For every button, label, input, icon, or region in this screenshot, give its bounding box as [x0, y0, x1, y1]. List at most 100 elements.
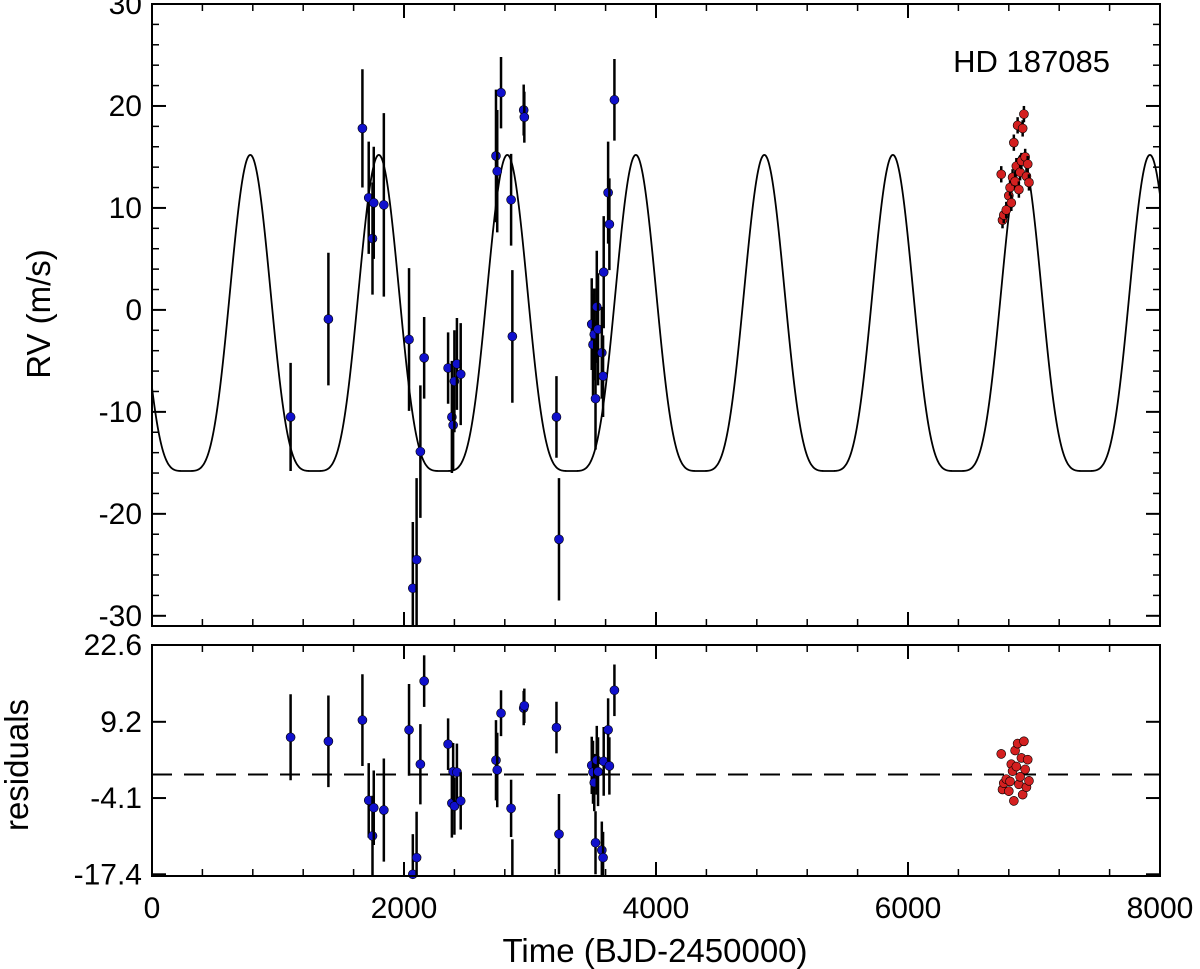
residuals-panel: 0 2000 4000 6000 8000 22.6 9.2 -4.1 -17.4 — [74, 629, 1194, 925]
data-point — [379, 805, 389, 815]
top-y-tick-label: -20 — [99, 498, 142, 531]
data-point — [604, 219, 615, 230]
data-point — [367, 831, 378, 841]
top-y-tick-label: 30 — [109, 0, 142, 21]
bottom-y-tick-label: 9.2 — [100, 706, 142, 739]
data-point — [419, 353, 429, 363]
data-point — [603, 187, 613, 198]
data-point — [491, 151, 501, 161]
data-point — [448, 420, 458, 430]
data-series-2 — [285, 655, 620, 880]
data-point — [506, 194, 516, 205]
data-point — [443, 739, 453, 749]
data-point — [496, 87, 506, 98]
x-tick-label: 8000 — [1127, 892, 1194, 925]
data-point — [551, 722, 562, 733]
data-point — [1017, 123, 1028, 134]
top-y-tick-label: -10 — [99, 396, 142, 429]
x-axis-title: Time (BJD-2450000) — [502, 932, 807, 969]
data-point — [1006, 198, 1017, 208]
data-point — [492, 765, 503, 775]
data-point — [1015, 772, 1025, 782]
data-point — [507, 331, 518, 342]
data-point — [597, 347, 607, 358]
data-point — [404, 725, 414, 735]
data-point — [455, 369, 466, 379]
data-point — [1022, 159, 1033, 169]
data-point — [411, 852, 422, 863]
data-point — [996, 749, 1007, 759]
top-y-tick-label: 10 — [109, 192, 142, 225]
rv-panel: 30 20 10 0 -10 -20 -30 — [99, 0, 1161, 633]
data-series-3 — [996, 736, 1034, 806]
bottom-y-tick-label: 22.6 — [84, 629, 142, 662]
data-point — [449, 801, 460, 811]
data-point — [603, 725, 613, 735]
star-name-label: HD 187085 — [953, 44, 1110, 79]
data-point — [368, 198, 379, 208]
data-point — [1009, 137, 1019, 148]
data-point — [590, 393, 601, 404]
data-point — [415, 446, 426, 457]
top-y-axis-title: RV (m/s) — [20, 249, 57, 379]
data-point — [604, 761, 615, 771]
data-point — [357, 123, 368, 134]
data-point — [1003, 786, 1014, 796]
data-point — [554, 829, 564, 839]
x-tick-label: 6000 — [875, 892, 942, 925]
data-point — [455, 796, 466, 806]
data-point — [554, 534, 564, 545]
data-point — [519, 700, 530, 711]
data-point — [590, 837, 601, 848]
data-point — [1011, 761, 1022, 772]
data-point — [419, 676, 429, 686]
data-point — [598, 371, 608, 381]
data-point — [609, 685, 620, 696]
data-point — [598, 852, 608, 863]
top-y-tick-label: 0 — [125, 294, 142, 327]
data-point — [491, 755, 501, 766]
bottom-y-axis-title: residuals — [0, 699, 35, 831]
data-point — [1024, 177, 1034, 188]
data-point — [996, 169, 1007, 180]
data-point — [415, 759, 426, 770]
data-point — [506, 803, 516, 814]
data-point — [1009, 796, 1019, 806]
top-plot-frame — [151, 3, 1161, 627]
data-point — [404, 334, 414, 345]
data-point — [368, 802, 379, 813]
x-tick-label: 2000 — [371, 892, 438, 925]
data-point — [1019, 736, 1029, 747]
data-point — [285, 732, 296, 743]
data-point — [496, 708, 506, 719]
data-point — [519, 112, 530, 122]
bottom-y-tick-label: -4.1 — [90, 782, 142, 815]
data-point — [379, 200, 389, 210]
top-y-tick-label: -30 — [99, 600, 142, 633]
data-point — [598, 267, 609, 277]
data-series-1 — [996, 105, 1034, 229]
data-point — [591, 302, 602, 312]
top-y-tick-label: 20 — [109, 90, 142, 123]
data-point — [285, 412, 296, 422]
data-point — [367, 233, 378, 244]
data-point — [411, 554, 422, 565]
data-point — [1022, 754, 1033, 765]
data-point — [492, 166, 503, 177]
data-point — [1019, 109, 1029, 119]
data-point — [1024, 776, 1034, 786]
data-series-0 — [285, 57, 620, 626]
model-curve — [152, 153, 1160, 472]
data-point — [323, 314, 334, 324]
bottom-y-tick-label: -17.4 — [74, 858, 142, 891]
data-point — [551, 412, 562, 422]
data-point — [1020, 764, 1030, 775]
data-point — [357, 715, 368, 725]
data-point — [609, 95, 620, 105]
data-point — [593, 766, 603, 777]
data-point — [1014, 184, 1024, 195]
x-tick-label: 4000 — [623, 892, 690, 925]
data-point — [323, 736, 334, 747]
x-tick-label: 0 — [144, 892, 161, 925]
